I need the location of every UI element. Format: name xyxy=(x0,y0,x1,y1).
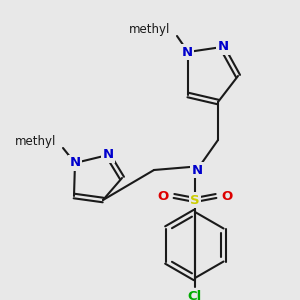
Text: Cl: Cl xyxy=(188,290,202,300)
Text: O: O xyxy=(158,190,169,202)
Text: methyl: methyl xyxy=(129,22,170,35)
Text: O: O xyxy=(221,190,233,202)
Text: S: S xyxy=(190,194,200,206)
Text: N: N xyxy=(182,46,193,59)
Text: N: N xyxy=(69,157,81,169)
Text: N: N xyxy=(102,148,114,161)
Text: N: N xyxy=(191,164,203,176)
Text: N: N xyxy=(218,40,229,53)
Text: methyl: methyl xyxy=(15,134,56,148)
